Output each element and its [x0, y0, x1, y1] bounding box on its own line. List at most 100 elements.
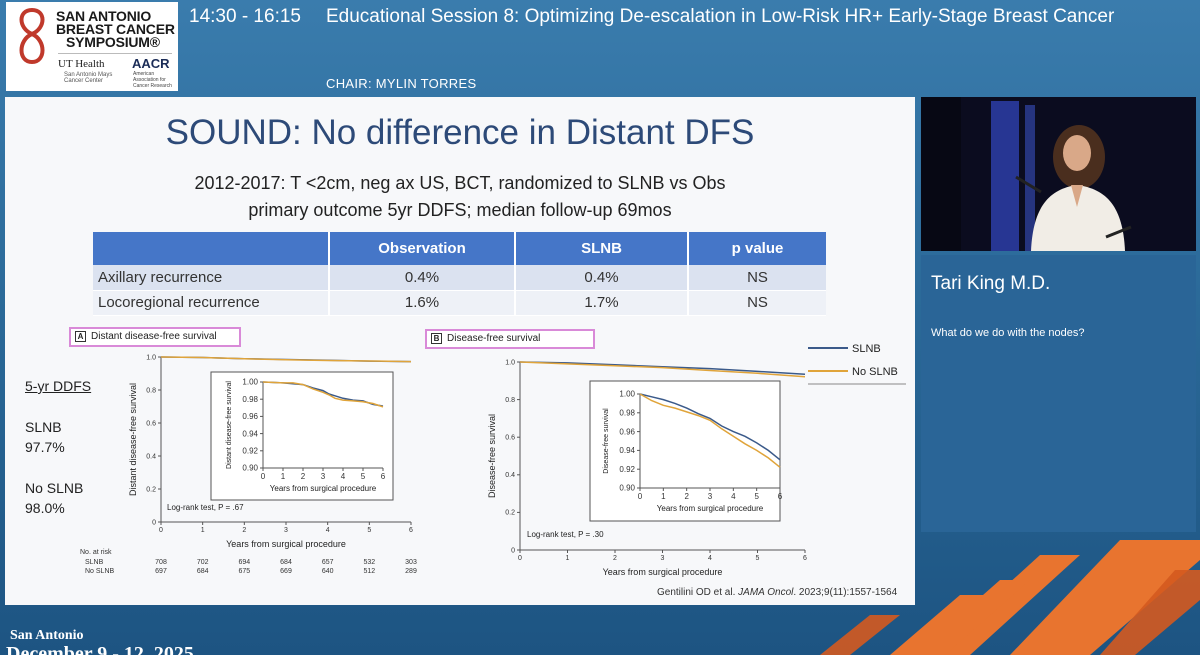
- main-y-tick-label: 0.8: [146, 387, 156, 394]
- inset-y-tick-label: 0.96: [242, 412, 258, 421]
- symposium-logo: SAN ANTONIO BREAST CANCER SYMPOSIUM® UT …: [6, 2, 178, 91]
- table-header-cell: SLNB: [515, 232, 689, 265]
- panel-a-title: Distant disease-free survival: [91, 331, 217, 342]
- at-risk-value: 684: [280, 559, 292, 566]
- inset-y-tick-label: 0.96: [619, 427, 635, 436]
- panel-a-label: A Distant disease-free survival: [69, 327, 241, 347]
- ribbon-logo-icon: [19, 7, 45, 65]
- table-header-cell: Observation: [329, 232, 516, 265]
- main-series-line-no-slnb: [160, 356, 412, 363]
- at-risk-value: 640: [322, 568, 334, 575]
- footer-city: San Antonio: [10, 628, 84, 643]
- panel-a-letter: A: [75, 331, 86, 342]
- main-y-tick-label: 1.0: [505, 359, 515, 366]
- legend-slnb-label: SLNB: [852, 343, 881, 355]
- legend-noslnb-label: No SLNB: [852, 366, 898, 378]
- y-axis-label: Distant disease-free survival: [128, 383, 138, 496]
- inset-x-tick-label: 5: [754, 492, 759, 501]
- logo-divider: [58, 53, 172, 54]
- slnb-value: 97.7%: [25, 439, 65, 455]
- slnb-label: SLNB: [25, 419, 62, 435]
- ut-health-subtitle: San Antonio Mays Cancer Center: [64, 72, 113, 84]
- session-title: Educational Session 8: Optimizing De-esc…: [326, 6, 1115, 27]
- main-y-tick-label: 0.6: [505, 435, 515, 442]
- inset-x-tick-label: 3: [708, 492, 713, 501]
- main-y-tick-label: 0: [152, 519, 156, 526]
- citation-journal: JAMA Oncol: [738, 587, 794, 598]
- speaker-info-panel: Tari King M.D. What do we do with the no…: [921, 255, 1196, 532]
- main-series-line-no-slnb: [519, 361, 806, 378]
- main-x-tick-label: 6: [409, 527, 413, 534]
- chart-legend: SLNB No SLNB: [808, 343, 906, 385]
- speaker-name: Tari King M.D.: [931, 273, 1051, 294]
- table-cell: Axillary recurrence: [93, 265, 330, 291]
- panel-b-letter: B: [431, 333, 442, 344]
- ut-health-logo: UT Health: [58, 58, 105, 70]
- slide-subtitle-line1: 2012-2017: T <2cm, neg ax US, BCT, rando…: [194, 173, 726, 193]
- inset-y-axis-label: Disease-free survival: [603, 408, 610, 474]
- speaker-video[interactable]: [921, 97, 1196, 251]
- inset-x-axis-label: Years from surgical procedure: [657, 504, 764, 513]
- log-rank-annotation: Log-rank test, P = .67: [167, 503, 244, 512]
- log-rank-annotation: Log-rank test, P = .30: [527, 530, 604, 539]
- main-x-tick-label: 5: [367, 527, 371, 534]
- ddfs-heading: 5-yr DDFS: [25, 378, 92, 394]
- inset-x-tick-label: 6: [778, 492, 783, 501]
- aacr-subtitle: American Association for Cancer Research: [133, 71, 172, 89]
- inset-x-tick-label: 1: [281, 472, 286, 481]
- inset-x-tick-label: 0: [261, 472, 266, 481]
- table-cell: NS: [688, 265, 826, 291]
- noslnb-value: 98.0%: [25, 500, 65, 516]
- at-risk-value: 697: [155, 568, 167, 575]
- inset-y-tick-label: 1.00: [619, 390, 635, 399]
- at-risk-value: 512: [363, 568, 375, 575]
- inset-x-tick-label: 2: [301, 472, 306, 481]
- main-x-tick-label: 5: [756, 555, 760, 562]
- inset-y-tick-label: 0.90: [619, 484, 635, 493]
- citation-details: . 2023;9(11):1557-1564: [793, 587, 898, 598]
- at-risk-value: 708: [155, 559, 167, 566]
- main-y-tick-label: 0: [511, 547, 515, 554]
- inset-x-axis-label: Years from surgical procedure: [270, 484, 377, 493]
- inset-frame: [210, 371, 394, 501]
- main-x-tick-label: 4: [326, 527, 330, 534]
- speaker-video-frame: [921, 97, 1196, 251]
- chart-a: 0 1 2 3 4 5 6 0 0.2 0.4 0.6 0.8 1.0 Years from surgic…: [80, 354, 417, 575]
- session-time: 14:30 - 16:15: [189, 6, 301, 27]
- table-cell: Locoregional recurrence: [93, 290, 330, 316]
- table-cell: 0.4%: [329, 265, 516, 291]
- inset-y-tick-label: 0.92: [619, 465, 635, 474]
- inset-y-tick-label: 0.94: [619, 446, 635, 455]
- main-x-tick-label: 4: [708, 555, 712, 562]
- at-risk-label: No. at risk: [80, 549, 112, 556]
- at-risk-value: 532: [363, 559, 375, 566]
- main-y-tick-label: 1.0: [146, 354, 156, 361]
- main-x-tick-label: 6: [803, 555, 807, 562]
- main-y-tick-label: 0.2: [505, 510, 515, 517]
- at-risk-value: 289: [405, 568, 417, 575]
- inset-frame: [589, 380, 781, 522]
- aacr-logo: AACR: [132, 56, 170, 71]
- table-cell: NS: [688, 290, 826, 316]
- inset-y-tick-label: 0.98: [242, 395, 258, 404]
- at-risk-value: 702: [197, 559, 209, 566]
- table-header-cell: p value: [688, 232, 826, 265]
- inset-series-line-no-slnb: [262, 381, 384, 408]
- main-x-tick-label: 3: [284, 527, 288, 534]
- main-x-tick-label: 2: [613, 555, 617, 562]
- x-axis-label: Years from surgical procedure: [603, 567, 723, 577]
- inset-y-tick-label: 0.90: [242, 464, 258, 473]
- inset-series-line-slnb: [262, 381, 384, 407]
- at-risk-value: 669: [280, 568, 292, 575]
- citation-authors: Gentilini OD et al.: [657, 587, 739, 598]
- panel-b-title: Disease-free survival: [447, 333, 541, 344]
- panel-b-label: B Disease-free survival: [425, 329, 595, 349]
- at-risk-value: 303: [405, 559, 417, 566]
- logo-line2: BREAST CANCER: [56, 21, 175, 37]
- table-header-row: Observation SLNB p value: [93, 232, 826, 265]
- inset-y-axis-label: Distant disease-free survival: [226, 381, 233, 469]
- results-table: Observation SLNB p value Axillary recurr…: [93, 232, 826, 316]
- at-risk-value: 694: [238, 559, 250, 566]
- talk-title: What do we do with the nodes?: [931, 327, 1085, 339]
- main-x-tick-label: 2: [242, 527, 246, 534]
